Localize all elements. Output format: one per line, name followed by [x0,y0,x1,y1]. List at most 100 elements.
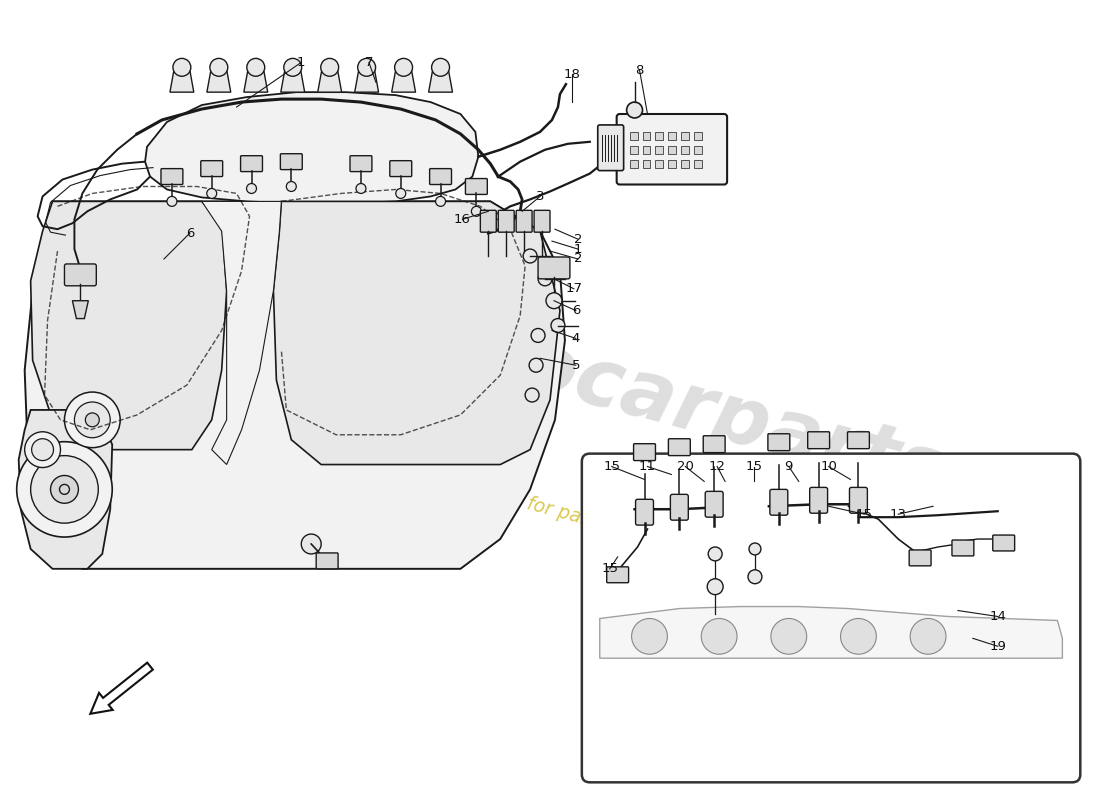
Circle shape [51,475,78,503]
Bar [642,132,650,140]
Text: 2: 2 [573,233,582,246]
FancyBboxPatch shape [768,434,790,450]
Circle shape [910,618,946,654]
FancyBboxPatch shape [430,169,451,185]
Polygon shape [274,202,560,465]
Bar [642,146,650,154]
Bar [681,160,690,168]
Bar [656,132,663,140]
Circle shape [358,58,375,76]
Circle shape [749,543,761,555]
FancyBboxPatch shape [65,264,97,286]
Polygon shape [169,70,194,92]
Circle shape [525,388,539,402]
Text: 9: 9 [784,460,793,473]
Polygon shape [429,70,452,92]
Circle shape [396,189,406,198]
Circle shape [531,329,544,342]
FancyBboxPatch shape [597,125,624,170]
Bar [629,146,638,154]
FancyBboxPatch shape [634,444,656,461]
Text: 15: 15 [856,508,873,521]
Text: 2: 2 [573,253,582,266]
Text: 13: 13 [890,508,906,521]
FancyBboxPatch shape [670,494,689,520]
Bar [681,146,690,154]
FancyBboxPatch shape [316,553,338,569]
Circle shape [207,189,217,198]
Bar [656,146,663,154]
Circle shape [210,58,228,76]
FancyBboxPatch shape [703,436,725,453]
FancyBboxPatch shape [705,491,723,517]
FancyBboxPatch shape [161,169,183,185]
Text: eurocarparts: eurocarparts [366,286,953,514]
FancyArrow shape [90,662,153,714]
Circle shape [701,618,737,654]
FancyBboxPatch shape [910,550,931,566]
FancyBboxPatch shape [389,161,411,177]
FancyBboxPatch shape [669,438,691,456]
Text: 20: 20 [676,460,694,473]
FancyBboxPatch shape [350,156,372,171]
Circle shape [173,58,190,76]
FancyBboxPatch shape [280,154,302,170]
Bar [694,132,702,140]
Bar [642,160,650,168]
Bar [656,160,663,168]
Polygon shape [354,70,378,92]
Text: 19: 19 [989,640,1006,653]
Text: 11: 11 [639,460,656,473]
Text: 5: 5 [572,358,580,372]
Polygon shape [19,410,112,569]
Bar [629,160,638,168]
FancyBboxPatch shape [770,490,788,515]
Bar [669,132,676,140]
Bar [681,132,690,140]
Circle shape [551,318,565,333]
FancyBboxPatch shape [952,540,974,556]
Polygon shape [244,70,267,92]
Text: 6: 6 [572,304,580,317]
FancyBboxPatch shape [498,210,514,232]
Circle shape [748,570,762,584]
Circle shape [86,413,99,427]
FancyBboxPatch shape [810,487,827,514]
FancyBboxPatch shape [847,432,869,449]
Circle shape [436,197,446,206]
FancyBboxPatch shape [465,178,487,194]
Circle shape [31,456,98,523]
Circle shape [631,618,668,654]
Circle shape [24,432,60,467]
Text: 3: 3 [536,190,544,203]
Polygon shape [24,202,565,569]
Text: 12: 12 [708,460,726,473]
Text: 6: 6 [186,226,194,240]
Circle shape [59,485,69,494]
Bar [629,132,638,140]
Polygon shape [600,606,1063,658]
FancyBboxPatch shape [617,114,727,185]
FancyBboxPatch shape [201,161,222,177]
Polygon shape [31,202,227,450]
FancyBboxPatch shape [993,535,1014,551]
FancyBboxPatch shape [535,210,550,232]
Text: 14: 14 [989,610,1006,623]
Circle shape [167,197,177,206]
FancyBboxPatch shape [807,432,829,449]
Text: 4: 4 [572,332,580,345]
Bar [669,160,676,168]
Circle shape [32,438,54,461]
Circle shape [472,206,482,216]
Circle shape [301,534,321,554]
Circle shape [75,402,110,438]
Text: 10: 10 [821,460,837,473]
Circle shape [538,272,552,286]
Circle shape [529,358,543,372]
Circle shape [321,58,339,76]
Bar [694,146,702,154]
Text: 16: 16 [454,213,471,226]
Circle shape [771,618,806,654]
Text: 15: 15 [602,562,618,575]
Circle shape [707,578,723,594]
